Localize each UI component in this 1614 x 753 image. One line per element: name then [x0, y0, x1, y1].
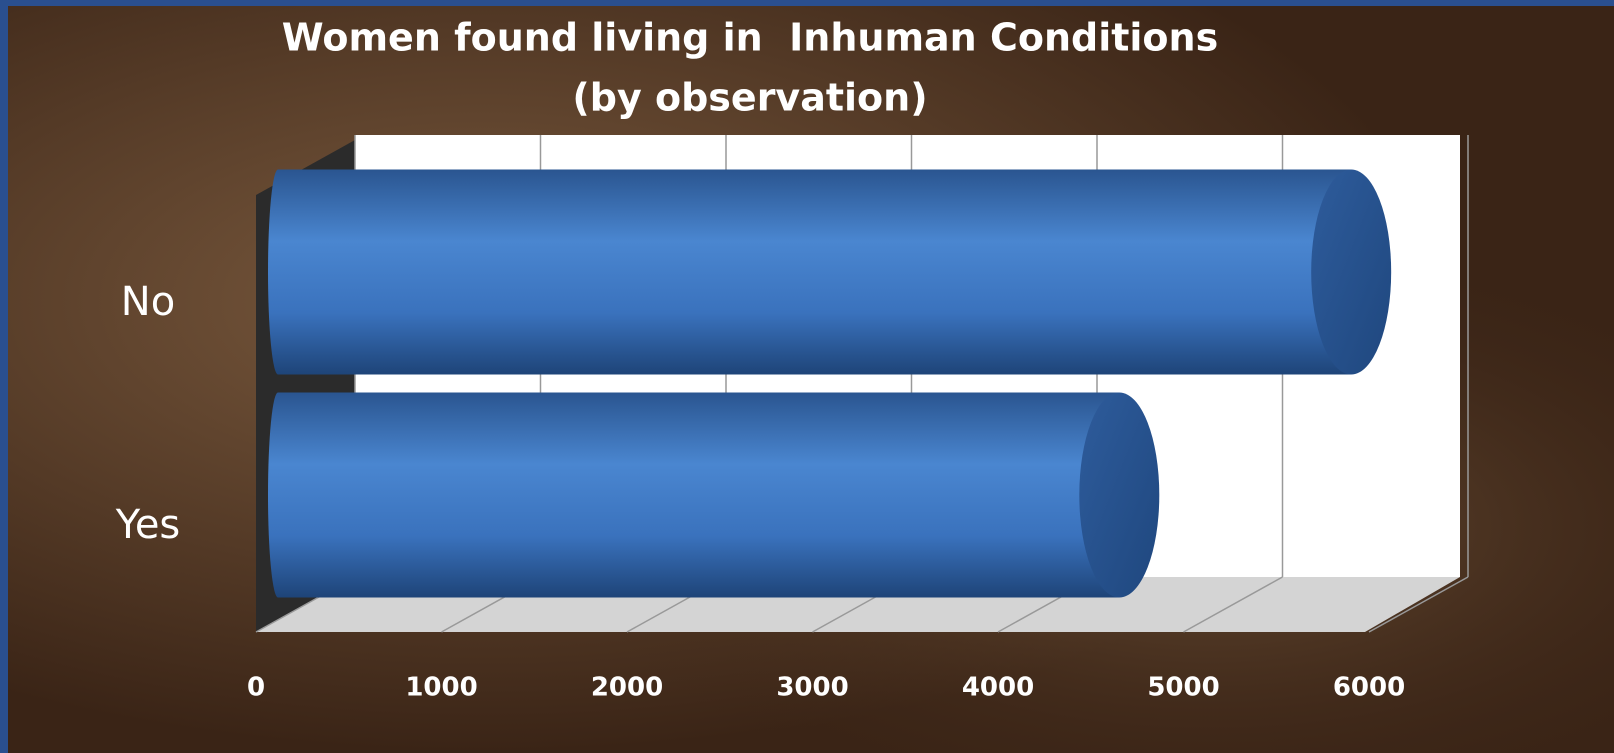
chart-title: Women found living in Inhuman Conditions: [282, 16, 1218, 60]
chart-subtitle: (by observation): [572, 76, 927, 120]
border-left: [0, 0, 8, 753]
x-tick-label: 4000: [962, 673, 1034, 703]
bar-body: [268, 169, 1352, 375]
bar-body: [268, 392, 1120, 598]
bar: [268, 392, 1160, 598]
bar: [268, 169, 1392, 375]
y-tick-label: No: [121, 279, 175, 325]
floor-grid-line: [1183, 576, 1283, 633]
x-tick-label: 1000: [405, 673, 477, 703]
x-tick-label: 6000: [1333, 673, 1405, 703]
x-tick-label: 2000: [591, 673, 663, 703]
floor-grid-line: [1368, 576, 1469, 633]
bar-cap: [1311, 169, 1392, 375]
x-tick-label: 3000: [776, 673, 848, 703]
y-tick-label: Yes: [115, 502, 181, 548]
border-top: [0, 0, 1614, 6]
x-tick-label: 0: [247, 673, 265, 703]
bar-cap: [1079, 392, 1160, 598]
x-tick-label: 5000: [1147, 673, 1219, 703]
